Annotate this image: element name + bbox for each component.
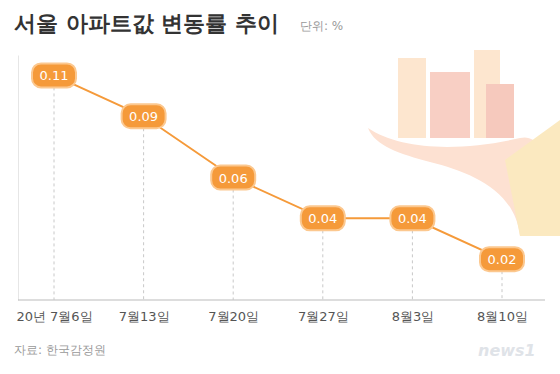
data-labels: 0.11 0.09 0.06 0.04 0.04 0.02 [40,68,517,267]
watermark: news1 [478,341,536,360]
unit-label: 단위: % [300,19,343,33]
drop-line [54,75,55,300]
plot-marks [32,63,524,300]
x-tick-label: 8월3일 [392,309,435,324]
x-tick-label: 20년 7월6일 [16,309,92,324]
x-axis: 20년 7월6일 7월13일 7월20일 7월27일 8월3일 8월10일 [16,300,545,324]
data-label: 0.04 [308,211,337,226]
label-box [390,206,434,230]
y-axis-line [18,56,19,301]
x-tick-label: 7월20일 [208,309,259,324]
data-line [54,75,502,259]
building [486,84,514,138]
source: 자료: 한국감정원 [14,343,106,357]
sleeve [505,120,560,236]
x-tick-label: 7월27일 [298,309,349,324]
building [398,58,426,138]
label-box [122,104,166,128]
data-label: 0.04 [398,211,427,226]
chart: 서울 아파트값 변동률 추이 단위: % 자료: 한국감정원 news1 20년 7월6… [0,0,560,374]
x-tick: 20년 7월6일 [16,300,92,324]
data-label: 0.11 [40,68,69,83]
data-label: 0.06 [219,171,248,186]
building [430,72,470,138]
data-label: 0.02 [488,252,517,267]
x-tick: 7월27일 [298,300,349,324]
x-tick: 8월10일 [477,300,528,324]
title: 서울 아파트값 변동률 추이 [14,11,279,36]
x-tick-label: 7월13일 [119,309,170,324]
x-axis-line [18,300,545,301]
label-box [211,166,255,190]
label-box [301,206,345,230]
illustration [368,50,560,236]
drop-line [233,178,234,301]
label-box [480,247,524,271]
x-tick: 8월3일 [392,300,435,324]
x-tick: 7월20일 [208,300,259,324]
label-box [32,63,76,87]
y-axis [18,56,19,301]
data-label: 0.09 [129,109,158,124]
x-tick-label: 8월10일 [477,309,528,324]
x-tick: 7월13일 [119,300,170,324]
drop-line [143,116,144,300]
